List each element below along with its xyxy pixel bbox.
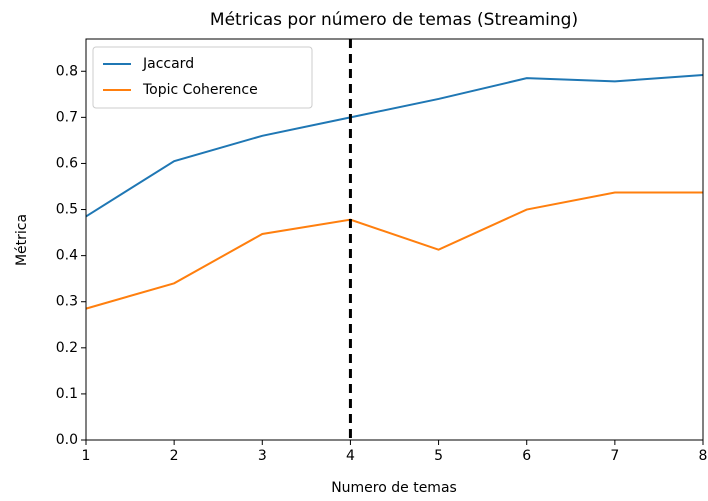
chart-title: Métricas por número de temas (Streaming): [210, 10, 578, 30]
x-tick-label: 4: [346, 448, 355, 464]
legend-label: Jaccard: [142, 56, 194, 72]
x-tick-label: 7: [610, 448, 619, 464]
x-tick-label: 1: [82, 448, 91, 464]
x-axis-label: Numero de temas: [331, 480, 457, 496]
y-axis-label: Métrica: [14, 214, 30, 266]
y-tick-label: 0.2: [56, 340, 78, 356]
y-tick-label: 0.0: [56, 432, 78, 448]
y-tick-label: 0.4: [56, 248, 78, 264]
y-tick-label: 0.3: [56, 294, 78, 310]
y-tick-label: 0.5: [56, 202, 78, 218]
series-line: [85, 191, 703, 310]
x-tick-label: 6: [522, 448, 531, 464]
y-tick-label: 0.6: [56, 155, 78, 171]
plot-frame: [85, 38, 704, 441]
x-tick-label: 8: [699, 448, 708, 464]
y-tick-label: 0.1: [56, 386, 78, 402]
legend-box: [92, 46, 313, 109]
x-tick-label: 5: [434, 448, 443, 464]
x-tick-label: 3: [258, 448, 267, 464]
y-tick-label: 0.8: [56, 63, 78, 79]
series-line: [85, 73, 704, 218]
y-tick-label: 0.7: [56, 109, 78, 125]
legend-label: Topic Coherence: [142, 82, 258, 98]
x-tick-label: 2: [170, 448, 179, 464]
